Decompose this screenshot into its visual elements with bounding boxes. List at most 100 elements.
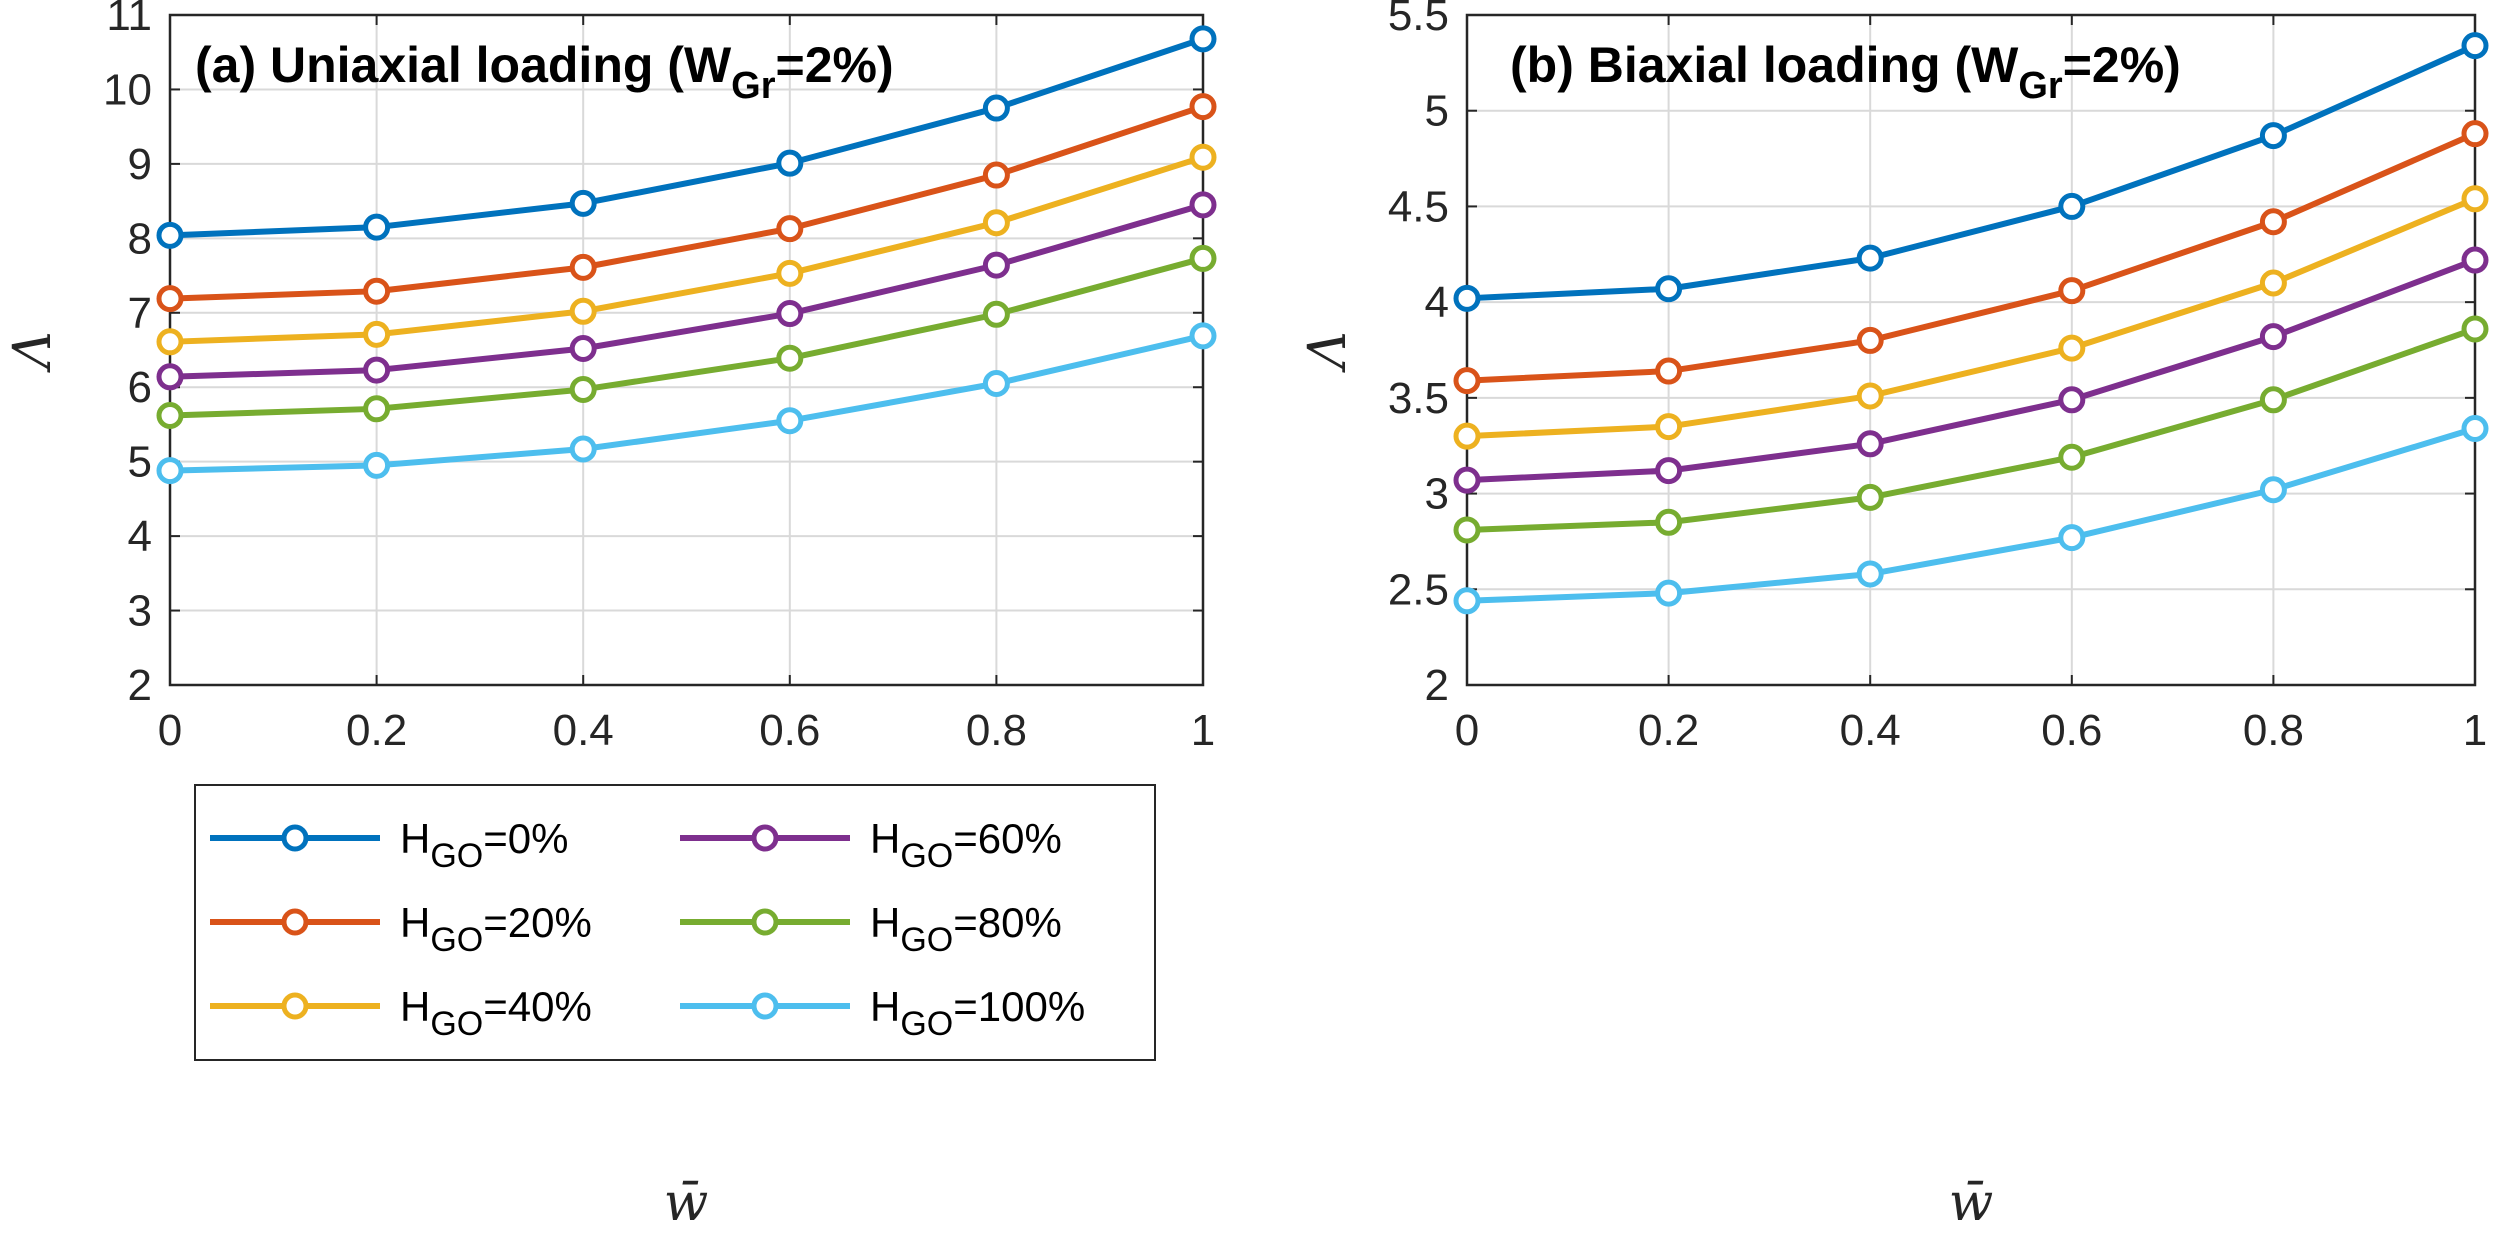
x-tick-label: 0.8 [966, 706, 1027, 755]
data-point [982, 161, 1010, 189]
plot-frame [1465, 13, 2477, 687]
data-point [2259, 476, 2287, 504]
legend-entry: HGO=40% [210, 983, 592, 1043]
series-2 [156, 143, 1217, 356]
data-point [156, 221, 184, 249]
y-tick-label: 4 [1425, 278, 1449, 327]
y-tick-label: 5 [1425, 87, 1449, 136]
x-tick-label: 0.2 [346, 706, 407, 755]
data-point [982, 251, 1010, 279]
legend-label: HGO=20% [400, 899, 592, 959]
data-point [363, 213, 391, 241]
y-tick-label: 2 [1425, 661, 1449, 710]
legend-swatch-marker [281, 908, 309, 936]
x-tick-label: 1 [1191, 706, 1215, 755]
data-point [363, 320, 391, 348]
legend-entry: HGO=100% [680, 983, 1085, 1043]
series-line [169, 201, 1204, 380]
data-point [2461, 32, 2489, 60]
series-4 [1453, 315, 2489, 544]
series-line [169, 332, 1204, 474]
series-line [1466, 42, 2477, 302]
data-point [156, 328, 184, 356]
data-point [776, 407, 804, 435]
data-point [363, 451, 391, 479]
data-point [1453, 367, 1481, 395]
legend-swatch-marker [751, 824, 779, 852]
y-tick-label: 2.5 [1388, 565, 1449, 614]
data-point [2461, 315, 2489, 343]
data-point [2058, 524, 2086, 552]
data-point [1189, 191, 1217, 219]
data-point [1856, 430, 1884, 458]
series-line [1466, 257, 2477, 484]
y-tick-label: 2 [128, 661, 152, 710]
legend-swatch-marker [751, 992, 779, 1020]
x-tick-label: 1 [2463, 706, 2487, 755]
x-tick-label: 0 [158, 706, 182, 755]
data-point [1655, 275, 1683, 303]
legend-label: HGO=0% [400, 815, 568, 875]
legend-swatch-marker [281, 992, 309, 1020]
data-point [776, 300, 804, 328]
data-point [2461, 414, 2489, 442]
data-point [2461, 185, 2489, 213]
data-point [156, 363, 184, 391]
legend: HGO=0% HGO=60% HGO=20% HGO=80% HGO=40% HGO=10… [194, 784, 1156, 1061]
x-axis-label: w̄ [664, 1173, 709, 1233]
data-point [569, 375, 597, 403]
y-axis-label: Λ [3, 331, 63, 373]
chart-panel-uniaxial: 0 0.2 0.4 0.6 0.8 1 2 3 4 5 6 7 8 9 10 11 w̄ Λ (a) Uniaxia… [3, 0, 1217, 1233]
data-point [776, 149, 804, 177]
series-0 [1453, 32, 2489, 312]
data-point [1655, 357, 1683, 385]
data-point [1189, 244, 1217, 272]
y-tick-label: 3 [1425, 470, 1449, 519]
y-axis-label: Λ [1298, 331, 1358, 373]
x-tick-label: 0.6 [759, 706, 820, 755]
legend-label: HGO=40% [400, 983, 592, 1043]
data-point [156, 402, 184, 430]
series-line [169, 35, 1204, 239]
data-point [1655, 579, 1683, 607]
data-point [982, 370, 1010, 397]
data-point [1189, 93, 1217, 121]
x-tick-label: 0.4 [553, 706, 614, 755]
data-point [1655, 457, 1683, 485]
data-point [2259, 122, 2287, 150]
y-tick-label: 11 [106, 0, 152, 40]
data-point [569, 297, 597, 325]
data-point [776, 215, 804, 243]
data-point [2058, 386, 2086, 414]
data-point [1453, 284, 1481, 312]
data-point [1453, 422, 1481, 450]
data-point [2058, 334, 2086, 362]
data-point [1856, 326, 1884, 354]
series-5 [156, 322, 1217, 485]
series-line [1466, 196, 2477, 440]
data-point [1189, 143, 1217, 171]
series-1 [1453, 120, 2489, 395]
series-line [169, 255, 1204, 419]
x-tick-label: 0.8 [2243, 706, 2304, 755]
data-point [982, 300, 1010, 328]
legend-entry: HGO=0% [210, 815, 568, 875]
data-point [156, 457, 184, 485]
legend-label: HGO=100% [870, 983, 1085, 1043]
y-tick-label: 3.5 [1388, 374, 1449, 423]
data-point [2461, 246, 2489, 274]
data-point [2259, 323, 2287, 351]
y-tick-label: 10 [103, 65, 152, 114]
series-0 [156, 25, 1217, 249]
data-point [2058, 277, 2086, 305]
y-tick-label: 5.5 [1388, 0, 1449, 40]
legend-swatch-marker [751, 908, 779, 936]
data-point [1856, 382, 1884, 410]
series-2 [1453, 185, 2489, 450]
data-point [1655, 508, 1683, 536]
legend-entry: HGO=60% [680, 815, 1062, 875]
chart-title: (a) Uniaxial loading (WGr=2%) [195, 37, 894, 107]
series-3 [1453, 246, 2489, 494]
data-point [2058, 443, 2086, 471]
